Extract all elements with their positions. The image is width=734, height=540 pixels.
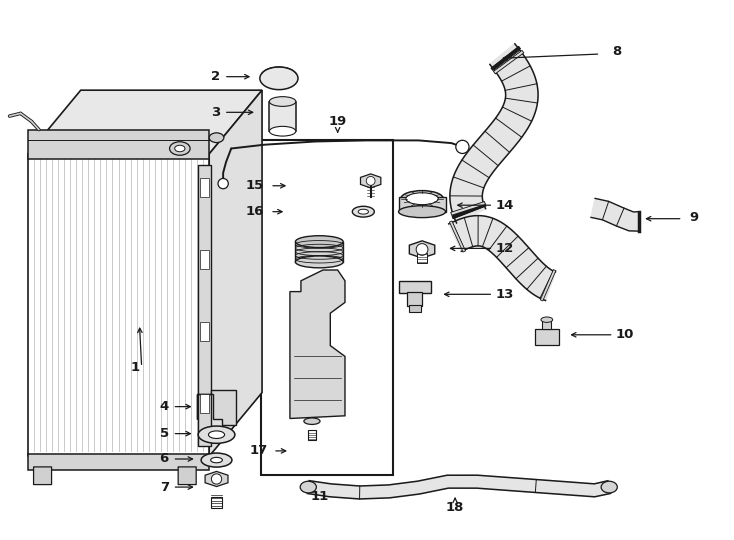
Text: 7: 7 (160, 481, 169, 494)
Ellipse shape (211, 457, 222, 463)
Ellipse shape (304, 418, 320, 424)
Bar (308, 430, 316, 440)
Bar (535, 329, 559, 345)
Bar (200, 250, 209, 269)
Bar (542, 320, 551, 329)
Polygon shape (209, 90, 262, 456)
Ellipse shape (269, 97, 296, 106)
Polygon shape (308, 475, 611, 499)
Text: 1: 1 (131, 361, 139, 374)
Text: 10: 10 (615, 328, 633, 341)
Polygon shape (28, 154, 209, 456)
Ellipse shape (541, 317, 553, 322)
FancyBboxPatch shape (34, 467, 51, 484)
Bar (417, 253, 427, 263)
Bar (200, 178, 209, 197)
Ellipse shape (352, 206, 374, 217)
Text: 4: 4 (159, 400, 169, 413)
FancyBboxPatch shape (178, 467, 196, 484)
Bar (269, 102, 296, 131)
Circle shape (211, 474, 222, 484)
Bar (200, 394, 209, 413)
Bar (200, 322, 209, 341)
Ellipse shape (406, 193, 438, 205)
Polygon shape (450, 44, 538, 223)
Ellipse shape (601, 481, 617, 493)
Bar (296, 241, 344, 262)
Text: 17: 17 (250, 444, 268, 457)
Text: 5: 5 (160, 427, 169, 440)
Ellipse shape (269, 126, 296, 136)
Ellipse shape (399, 206, 446, 218)
Ellipse shape (170, 141, 190, 156)
Ellipse shape (201, 453, 232, 467)
Text: 15: 15 (246, 179, 264, 192)
Bar (399, 197, 446, 212)
Bar (409, 305, 421, 312)
Bar (211, 497, 222, 508)
Bar (28, 454, 209, 470)
Text: 11: 11 (310, 490, 328, 503)
Bar (399, 281, 431, 293)
Polygon shape (205, 471, 228, 487)
Text: 2: 2 (211, 70, 220, 83)
Bar (261, 140, 393, 475)
Text: 19: 19 (329, 115, 346, 128)
Circle shape (456, 140, 469, 153)
Circle shape (416, 244, 428, 255)
Text: 9: 9 (689, 211, 698, 224)
Text: 18: 18 (446, 501, 465, 514)
Polygon shape (448, 215, 556, 300)
Ellipse shape (296, 256, 344, 268)
Polygon shape (197, 390, 236, 425)
Polygon shape (360, 174, 381, 188)
Ellipse shape (300, 481, 316, 493)
Ellipse shape (401, 191, 443, 207)
Text: 3: 3 (211, 106, 220, 119)
Text: 8: 8 (612, 45, 621, 58)
Ellipse shape (175, 145, 185, 152)
Ellipse shape (208, 431, 225, 438)
Text: 6: 6 (159, 453, 169, 465)
Circle shape (218, 178, 228, 189)
Ellipse shape (209, 133, 224, 143)
Ellipse shape (296, 235, 344, 247)
Circle shape (366, 177, 375, 185)
Text: 12: 12 (495, 242, 514, 255)
Text: 16: 16 (246, 205, 264, 218)
Ellipse shape (358, 209, 368, 214)
Text: 13: 13 (495, 288, 514, 301)
Bar (198, 165, 211, 446)
Polygon shape (28, 90, 262, 154)
Polygon shape (591, 198, 639, 231)
Polygon shape (290, 270, 345, 418)
Text: 14: 14 (495, 199, 514, 212)
Polygon shape (410, 241, 435, 258)
Ellipse shape (260, 67, 298, 90)
Ellipse shape (198, 426, 235, 443)
Bar (407, 292, 422, 306)
Bar (28, 130, 209, 159)
